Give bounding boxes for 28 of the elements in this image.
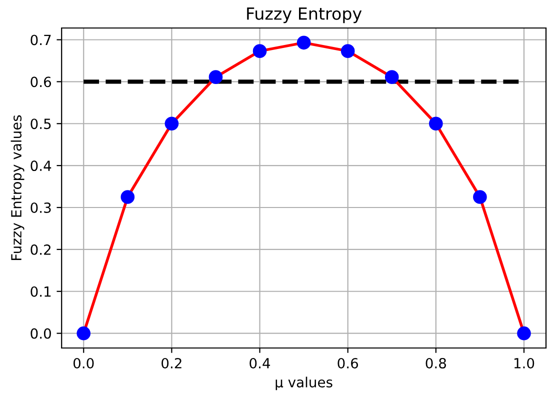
point [164,116,179,131]
y-tick-label: 0.2 [30,244,50,255]
x-tick-label: 0.6 [338,358,358,368]
point [473,190,487,204]
y-tick-label: 0.6 [30,76,52,88]
point [517,326,531,340]
point [120,190,135,204]
x-tick-label: 0.2 [162,358,182,368]
y-tick-label: 0.0 [30,328,51,339]
y-tick-label: 0.7 [30,34,51,46]
x-tick-label: 0.8 [426,358,446,368]
x-axis-title: μ values [276,376,332,390]
x-tick-label: 0.4 [250,358,270,368]
x-tick-label: 1.0 [514,358,534,368]
x-tick-label: 0.0 [73,358,94,368]
point [340,44,355,58]
point [384,70,399,84]
point [429,116,443,131]
y-tick-label: 0.1 [30,286,51,297]
point [296,36,311,50]
y-tick-label: 0.4 [30,160,52,172]
point [208,70,223,84]
y-axis-title: Fuzzy Entropy values [10,115,24,260]
point [252,44,267,58]
chart-title: Fuzzy Entropy [247,8,362,24]
point [76,326,91,340]
y-tick-label: 0.3 [30,202,51,213]
y-tick-label: 0.5 [30,118,51,130]
